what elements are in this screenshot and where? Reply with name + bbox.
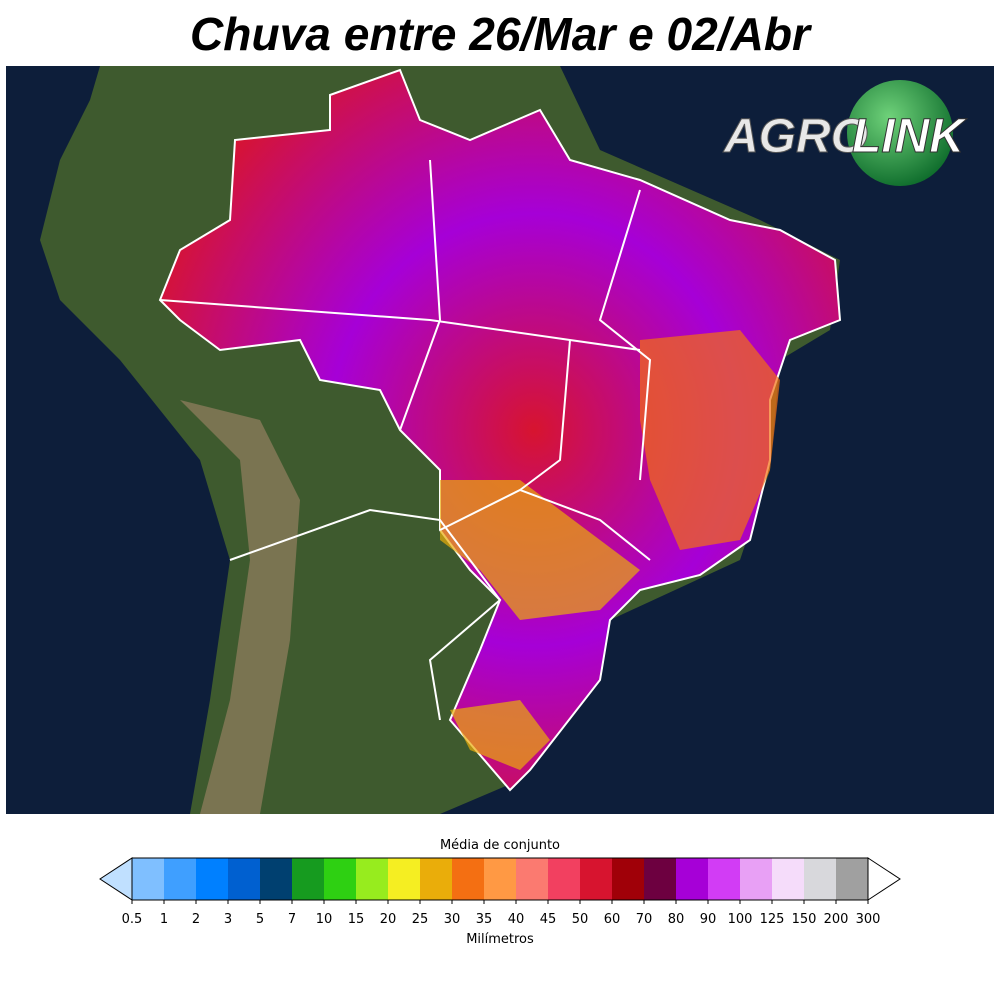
colorbar-segment bbox=[452, 858, 484, 900]
rain-field bbox=[450, 700, 550, 770]
tick-label: 200 bbox=[824, 912, 849, 927]
logo: AGRO LINK bbox=[723, 80, 968, 186]
tick-label: 0.5 bbox=[122, 912, 143, 927]
tick-label: 10 bbox=[316, 912, 333, 927]
rain-field bbox=[158, 68, 842, 792]
logo-text: LINK bbox=[852, 110, 967, 163]
colorbar-segment bbox=[580, 858, 612, 900]
tick-label: 30 bbox=[444, 912, 461, 927]
colorbar-segment bbox=[548, 858, 580, 900]
tick-label: 45 bbox=[540, 912, 557, 927]
tick-label: 300 bbox=[856, 912, 881, 927]
tick-label: 125 bbox=[760, 912, 785, 927]
colorbar-title: Média de conjunto bbox=[440, 838, 560, 853]
tick-label: 70 bbox=[636, 912, 653, 927]
tick-label: 1 bbox=[160, 912, 168, 927]
colorbar-segment bbox=[356, 858, 388, 900]
colorbar-segment bbox=[836, 858, 868, 900]
logo-globe bbox=[847, 80, 953, 186]
colorbar-segment bbox=[516, 858, 548, 900]
colorbar-segment bbox=[484, 858, 516, 900]
tick-label: 50 bbox=[572, 912, 589, 927]
colorbar-segment bbox=[260, 858, 292, 900]
tick-label: 25 bbox=[412, 912, 429, 927]
borders bbox=[159, 159, 652, 721]
tick-label: 60 bbox=[604, 912, 621, 927]
colorbar-segment bbox=[772, 858, 804, 900]
tick-label: 7 bbox=[288, 912, 296, 927]
colorbar-segment bbox=[164, 858, 196, 900]
colorbar-extension bbox=[99, 857, 133, 901]
tick-label: 15 bbox=[348, 912, 365, 927]
title: Chuva entre 26/Mar e 02/Abr bbox=[190, 8, 812, 60]
colorbar: Média de conjunto Milímetros 0.5 1 2 3 5 7 10 1… bbox=[99, 838, 901, 947]
rain-field bbox=[440, 480, 640, 620]
tick-label: 150 bbox=[792, 912, 817, 927]
map: AGRO LINK bbox=[6, 66, 994, 814]
logo-text: AGRO bbox=[723, 110, 868, 163]
tick-label: 20 bbox=[380, 912, 397, 927]
tick-label: 3 bbox=[224, 912, 232, 927]
colorbar-segment bbox=[292, 858, 324, 900]
tick-label: 90 bbox=[700, 912, 717, 927]
colorbar-segment bbox=[228, 858, 260, 900]
colorbar-segment bbox=[804, 858, 836, 900]
colorbar-frame bbox=[131, 857, 869, 901]
colorbar-segment bbox=[132, 858, 164, 900]
colorbar-segment bbox=[324, 858, 356, 900]
rain-field bbox=[640, 330, 780, 550]
colorbar-segment bbox=[676, 858, 708, 900]
tick-label: 2 bbox=[192, 912, 200, 927]
andes bbox=[180, 400, 300, 814]
tick-label: 35 bbox=[476, 912, 493, 927]
colorbar-extension bbox=[867, 857, 901, 901]
colorbar-segment bbox=[708, 858, 740, 900]
colorbar-segment bbox=[612, 858, 644, 900]
colorbar-label: Milímetros bbox=[466, 932, 534, 947]
tick-label: 100 bbox=[728, 912, 753, 927]
colorbar-segment bbox=[740, 858, 772, 900]
tick-label: 40 bbox=[508, 912, 525, 927]
tick-label: 5 bbox=[256, 912, 264, 927]
colorbar-segment bbox=[388, 858, 420, 900]
colorbar-segment bbox=[644, 858, 676, 900]
tick-label: 80 bbox=[668, 912, 685, 927]
colorbar-segment bbox=[196, 858, 228, 900]
colorbar-segment bbox=[420, 858, 452, 900]
